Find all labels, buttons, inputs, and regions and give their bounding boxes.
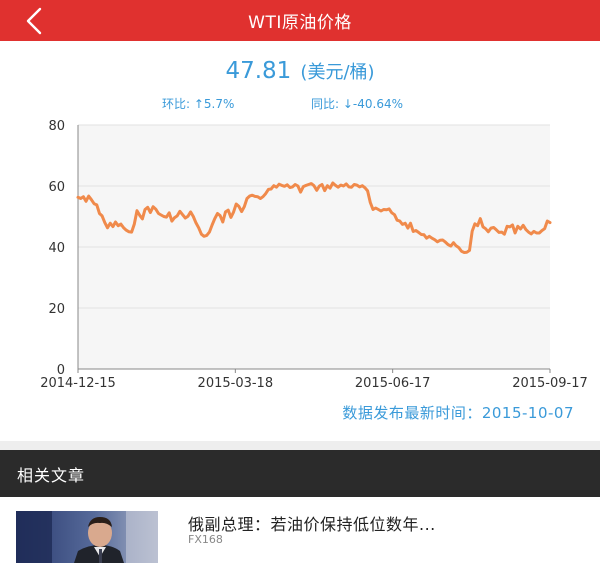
x-tick-label: 2015-06-17 bbox=[355, 376, 431, 391]
x-tick-label: 2015-03-18 bbox=[198, 376, 274, 391]
article-thumbnail-image bbox=[16, 511, 158, 563]
price-chart-svg: 0 20 40 60 80 2014-12-15 2015-03-18 2015-06-17 2… bbox=[40, 119, 588, 391]
app-header: WTI原油价格 bbox=[0, 0, 600, 41]
article-source: FX168 bbox=[188, 533, 223, 546]
page-title: WTI原油价格 bbox=[248, 13, 352, 33]
price-value: 47.81 bbox=[225, 58, 292, 84]
y-tick-label: 60 bbox=[48, 180, 65, 195]
x-tick-label: 2014-12-15 bbox=[40, 376, 116, 391]
y-tick-label: 80 bbox=[48, 119, 65, 134]
y-tick-label: 20 bbox=[48, 302, 65, 317]
yoy-change: 同比: ↓-40.64% bbox=[311, 97, 403, 111]
article-thumbnail[interactable] bbox=[16, 511, 158, 563]
section-divider bbox=[0, 441, 600, 450]
related-articles-header: 相关文章 bbox=[0, 450, 600, 497]
x-tick-label: 2015-09-17 bbox=[512, 376, 588, 391]
y-tick-label: 0 bbox=[57, 363, 65, 378]
mom-change: 环比: ↑5.7% bbox=[162, 97, 235, 111]
article-title[interactable]: 俄副总理：若油价保持低位数年... bbox=[188, 515, 436, 534]
section-title: 相关文章 bbox=[17, 465, 86, 485]
price-line-series bbox=[76, 181, 552, 254]
y-tick-label: 40 bbox=[48, 241, 65, 256]
back-arrow-icon[interactable] bbox=[16, 6, 50, 36]
price-display: 47.81 (美元/桶) bbox=[0, 58, 600, 84]
article-item[interactable]: 俄副总理：若油价保持低位数年... FX168 bbox=[0, 497, 600, 566]
release-time: 数据发布最新时间：2015-10-07 bbox=[342, 404, 574, 422]
price-chart: 0 20 40 60 80 2014-12-15 2015-03-18 2015-06-17 2… bbox=[0, 112, 600, 397]
price-unit: (美元/桶) bbox=[300, 62, 375, 83]
back-button[interactable] bbox=[16, 6, 50, 36]
